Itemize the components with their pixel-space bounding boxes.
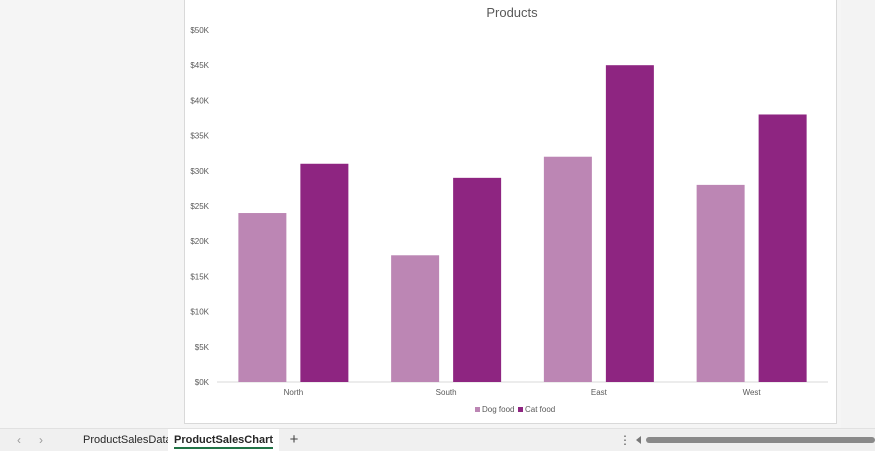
horizontal-scrollbar[interactable]	[636, 435, 875, 445]
legend-swatch	[475, 407, 480, 412]
y-tick-label: $40K	[190, 96, 209, 105]
sheet-tab-bar: ‹ › ProductSalesData ProductSalesChart +…	[0, 428, 875, 451]
chevron-right-icon[interactable]: ›	[39, 433, 43, 447]
bar-cat-food-west[interactable]	[758, 114, 807, 382]
y-tick-label: $0K	[195, 378, 210, 387]
y-tick-label: $25K	[190, 202, 209, 211]
y-tick-label: $5K	[195, 343, 210, 352]
x-axis: North South East West	[284, 388, 762, 397]
x-tick-label: West	[743, 388, 762, 397]
more-options-icon[interactable]: ⋮	[619, 433, 631, 447]
y-tick-label: $45K	[190, 61, 209, 70]
scrollbar-thumb[interactable]	[646, 437, 875, 443]
legend-swatch	[518, 407, 523, 412]
chart-svg: Products $0K$5K$10K$15K$20K$25K$30K$35K$…	[190, 5, 828, 414]
legend: Dog food Cat food	[475, 405, 555, 414]
x-tick-label: North	[284, 388, 304, 397]
bar-dog-food-south[interactable]	[391, 255, 440, 382]
y-tick-label: $15K	[190, 272, 209, 281]
tab-product-sales-data[interactable]: ProductSalesData	[83, 434, 172, 446]
chart-frame[interactable]: Products $0K $5K $10K $15K $20K $25K $30K $35K $…	[184, 0, 837, 424]
bar-cat-food-east[interactable]	[605, 65, 654, 382]
x-tick-label: East	[591, 388, 608, 397]
bar-dog-food-north[interactable]	[238, 213, 287, 382]
chart-title: Products	[486, 5, 538, 20]
y-tick-label: $20K	[190, 237, 209, 246]
tab-product-sales-chart[interactable]: ProductSalesChart	[168, 429, 280, 451]
y-tick-label: $50K	[190, 26, 209, 35]
bar-dog-food-east[interactable]	[543, 156, 592, 382]
x-tick-label: South	[436, 388, 457, 397]
right-strip	[841, 0, 875, 428]
y-tick-label: $10K	[190, 308, 209, 317]
y-tick-label: $35K	[190, 132, 209, 141]
y-tick-label: $30K	[190, 167, 209, 176]
legend-label: Dog food	[482, 405, 514, 414]
y-axis: $0K $5K $10K $15K $20K $25K $30K $35K $40K $45K $5…	[190, 26, 209, 387]
bar-cat-food-north[interactable]	[300, 163, 349, 382]
bar-dog-food-west[interactable]	[696, 184, 745, 382]
legend-label: Cat food	[525, 405, 555, 414]
scroll-left-icon[interactable]	[636, 436, 641, 444]
chevron-left-icon[interactable]: ‹	[17, 433, 21, 447]
bars	[238, 65, 807, 382]
add-sheet-button[interactable]: +	[289, 431, 299, 448]
bar-cat-food-south[interactable]	[453, 177, 502, 382]
